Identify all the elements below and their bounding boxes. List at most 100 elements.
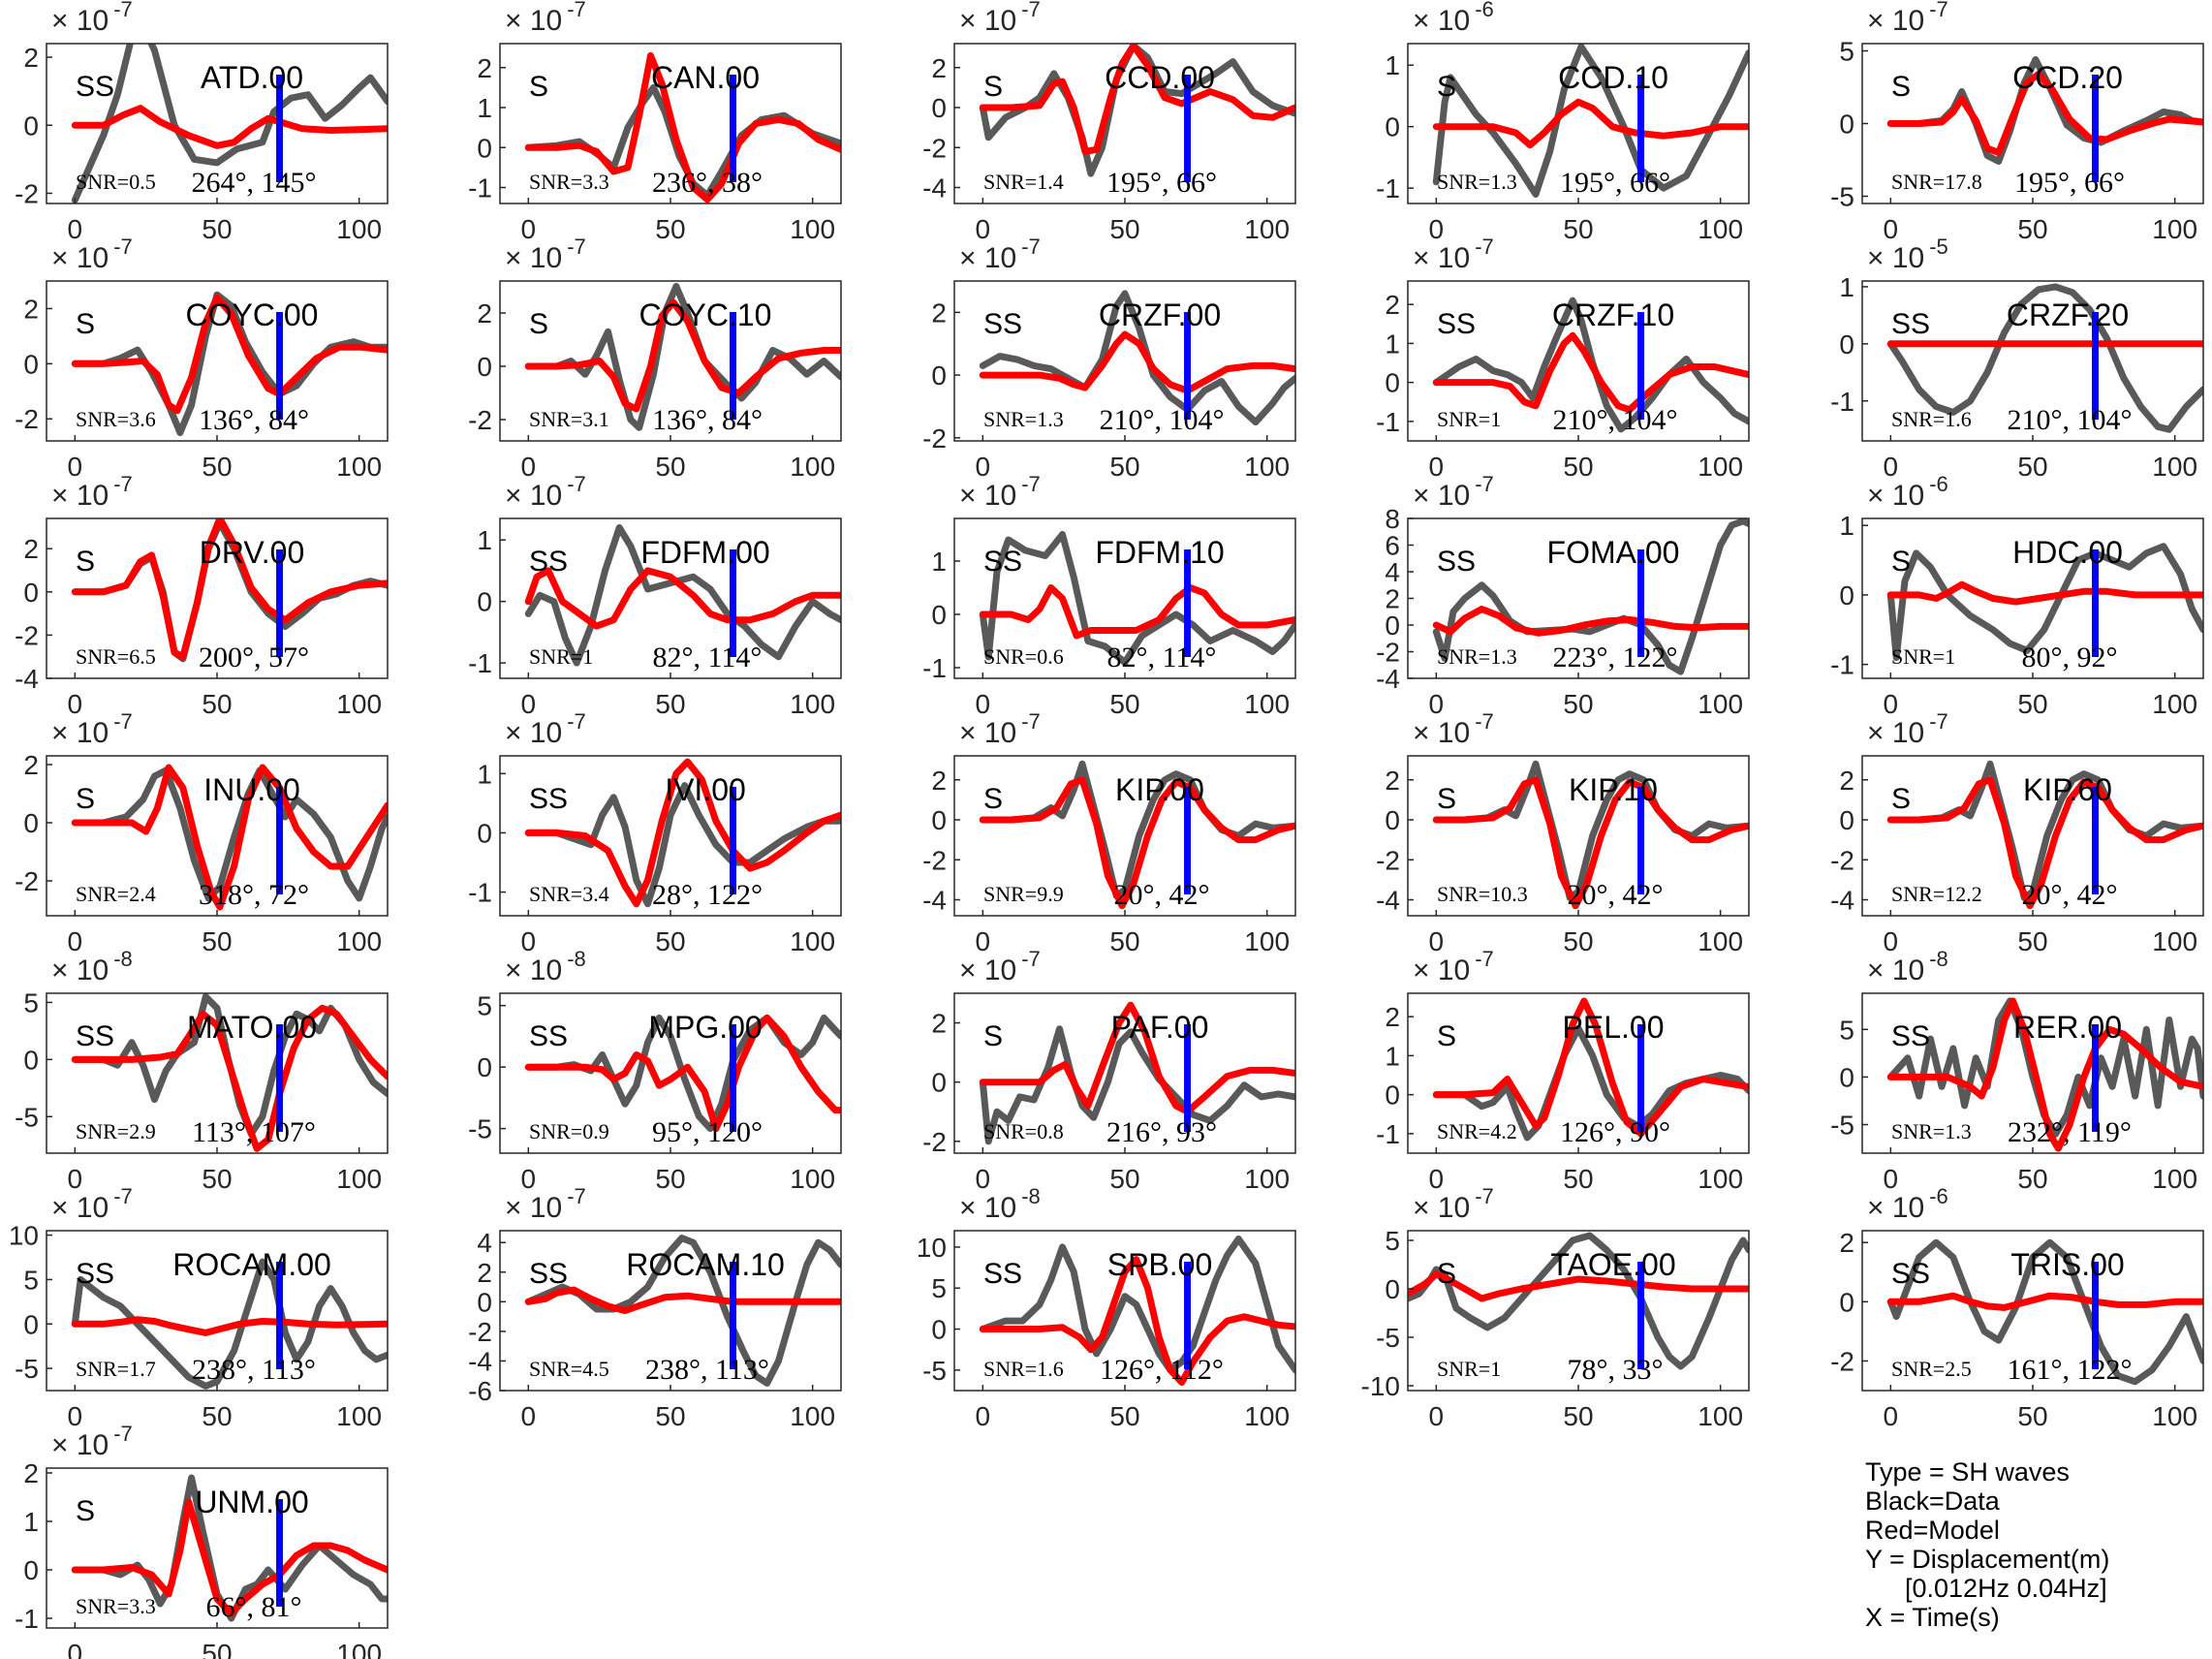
x-tick-label: 100 [1698,452,1743,482]
y-tick-label: 0 [477,133,492,163]
x-tick-label: 0 [521,452,537,482]
angles-label: 126°, 90° [1560,1116,1670,1148]
x-tick-label: 0 [521,1164,537,1194]
y-tick-label: -1 [922,653,947,683]
exponent-value: -7 [567,0,586,21]
snr-label: SNR=1 [1891,644,1955,669]
y-tick-label: 0 [23,808,39,838]
exponent-label: × 10 -7 [505,0,586,37]
x-tick-label: 0 [1429,214,1445,244]
exponent-times: × 10 [1413,5,1470,37]
x-tick-label: 100 [336,214,382,244]
y-tick-label: -1 [468,173,492,203]
x-tick-label: 50 [1109,452,1139,482]
y-tick-label: 0 [23,1309,39,1339]
legend-line-model: Red=Model [1865,1516,2000,1545]
station-label: MPG.00 [648,1010,762,1045]
snr-label: SNR=1 [1437,407,1501,431]
phase-label: S [1891,783,1911,815]
y-tick-label: -2 [468,1317,492,1347]
exponent-value: -7 [1475,709,1494,734]
x-tick-label: 0 [68,1164,83,1194]
y-tick-label: -4 [1376,886,1400,916]
angles-label: 264°, 145° [192,167,317,199]
station-label: CRZF.00 [1099,297,1221,332]
x-tick-label: 100 [1244,1401,1290,1431]
panel-pel-00: 0 50 100 2 1 0 -1 × 10 -7 S PEL.00 SNR=4.2 126°, 90° [1376,947,1750,1194]
y-tick-label: -1 [15,1604,39,1634]
station-label: PAF.00 [1111,1010,1209,1045]
phase-label: S [1437,783,1456,815]
y-tick-label: 0 [23,1045,39,1075]
exponent-times: × 10 [51,955,109,986]
phase-label: SS [76,1020,114,1052]
exponent-label: × 10 -7 [505,1184,586,1224]
plot-area [71,993,388,1152]
exponent-value: -7 [113,235,133,259]
x-tick-label: 100 [1244,926,1290,956]
snr-label: SNR=0.5 [76,170,156,194]
station-label: MATO.00 [187,1010,317,1045]
exponent-label: × 10 -7 [51,709,133,749]
y-tick-label: 10 [917,1233,947,1263]
x-tick-label: 50 [655,1401,685,1431]
exponent-times: × 10 [1413,717,1470,749]
exponent-times: × 10 [1413,1192,1470,1224]
y-tick-label: -1 [468,648,492,678]
plot-area [524,1235,841,1387]
x-tick-label: 100 [790,926,835,956]
y-tick-label: -4 [468,1346,492,1376]
y-tick-label: -2 [15,404,39,434]
y-tick-label: 0 [931,600,947,630]
y-tick-label: 2 [477,298,492,329]
y-tick-label: 2 [477,1258,492,1288]
model-trace [71,1316,388,1336]
plot-area [71,291,388,436]
angles-label: 210°, 104° [1553,404,1678,436]
y-tick-label: 0 [1385,112,1400,142]
y-tick-label: 2 [931,53,947,83]
y-tick-label: 1 [477,93,492,123]
exponent-value: -7 [113,709,133,734]
plot-area [1432,44,1749,198]
y-tick-label: -6 [468,1376,492,1406]
snr-label: SNR=2.9 [76,1119,156,1143]
x-tick-label: 50 [202,452,232,482]
plot-area [71,764,388,911]
y-tick-label: 0 [931,1315,947,1345]
exponent-value: -8 [1929,947,1948,971]
angles-label: 238°, 113° [192,1354,316,1386]
exponent-value: -8 [113,947,133,971]
plot-area [1886,283,2203,433]
angles-label: 28°, 122° [652,879,763,911]
plot-area [1886,997,2203,1152]
phase-label: SS [76,1258,114,1290]
exponent-times: × 10 [959,480,1016,512]
y-tick-label: -5 [922,1356,947,1386]
y-tick-label: 0 [477,1287,492,1317]
snr-label: SNR=0.6 [983,644,1064,669]
model-trace [71,294,388,415]
y-tick-label: 0 [1385,368,1400,398]
data-trace [524,524,841,667]
snr-label: SNR=12.2 [1891,882,1982,906]
station-label: CCD.10 [1558,60,1668,95]
y-tick-label: 5 [23,987,39,1017]
station-label: SPB.00 [1107,1247,1213,1282]
panel-fdfm-00: 0 50 100 1 0 -1 × 10 -7 SS FDFM.00 SNR=1 82°, 114° [468,472,842,719]
x-tick-label: 50 [202,1639,232,1659]
snr-label: SNR=1 [529,644,593,669]
plot-area [1432,297,1749,433]
station-label: CCD.00 [1105,60,1215,95]
snr-label: SNR=1.6 [983,1357,1064,1381]
snr-label: SNR=1.3 [1437,644,1517,669]
y-tick-label: -2 [15,620,39,650]
angles-label: 82°, 114° [1107,642,1217,673]
angles-label: 80°, 92° [2022,642,2118,673]
x-tick-label: 0 [1429,1401,1445,1431]
y-tick-label: 0 [1839,805,1854,835]
